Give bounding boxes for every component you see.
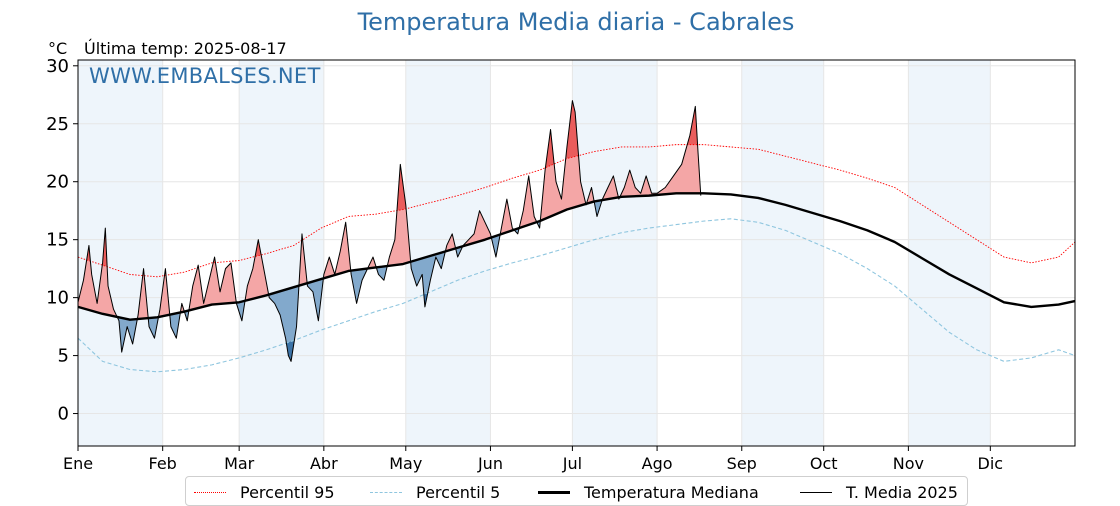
- y-tick-label: 10: [46, 288, 69, 309]
- series-line-percentil-5: [77, 218, 1076, 373]
- x-tick-label-mar: Mar: [224, 454, 255, 473]
- x-tick-label-jun: Jun: [477, 454, 503, 473]
- fill-above-median: [158, 268, 170, 318]
- fill-below-median: [376, 266, 387, 281]
- month-band-mar: [239, 60, 324, 446]
- fill-below-median: [594, 200, 602, 217]
- legend-item-percentil-95: Percentil 95: [194, 481, 335, 503]
- series-line-temperatura-mediana: [77, 192, 1076, 321]
- x-tick-label-ago: Ago: [642, 454, 673, 473]
- fill-above-median: [78, 228, 117, 317]
- fill-above-median: [137, 268, 148, 320]
- fill-below-median: [491, 234, 501, 258]
- y-tick-label: 30: [46, 56, 69, 77]
- plot-frame: [77, 59, 1076, 447]
- month-band-sep: [741, 60, 824, 446]
- fill-above-median: [245, 239, 269, 301]
- legend-swatch-p5: [370, 491, 402, 493]
- fill-above-median: [299, 233, 307, 286]
- legend-swatch-median: [538, 490, 570, 494]
- chart-legend: Percentil 95 Percentil 5 Temperatura Med…: [185, 476, 968, 506]
- series-line-t-media-2025: [77, 100, 702, 362]
- x-tick-label-abr: Abr: [310, 454, 338, 473]
- legend-label-p5: Percentil 5: [416, 482, 501, 502]
- legend-label-median: Temperatura Mediana: [584, 482, 759, 502]
- legend-label-current: T. Media 2025: [846, 482, 958, 502]
- fill-above-median: [620, 106, 701, 198]
- y-tick-label: 5: [58, 346, 69, 367]
- fill-below-median: [148, 317, 158, 339]
- fill-above-p95: [545, 129, 554, 168]
- x-tick-label-may: May: [389, 454, 422, 473]
- x-tick-label-dic: Dic: [978, 454, 1004, 473]
- y-axis-unit-label: °C: [48, 39, 68, 58]
- fill-above-median: [323, 222, 351, 279]
- month-band-jul: [572, 60, 658, 446]
- fill-above-median: [602, 175, 619, 201]
- fill-above-median: [519, 175, 537, 229]
- month-band-ene: [78, 60, 163, 446]
- x-tick-label-nov: Nov: [893, 454, 924, 473]
- series-lines: [77, 100, 1076, 373]
- fill-above-median: [500, 199, 514, 235]
- x-tick-label-oct: Oct: [810, 454, 838, 473]
- x-tick-label-jul: Jul: [562, 454, 582, 473]
- site-watermark: WWW.EMBALSES.NET: [89, 64, 321, 88]
- month-bands: [78, 60, 991, 446]
- y-tick-label: 15: [46, 230, 69, 251]
- x-axis-ticks: Ene Feb Mar Abr May Jun Jul Ago Sep Oct Nov Dic: [63, 446, 1003, 473]
- last-temperature-date: Última temp: 2025-08-17: [84, 39, 287, 58]
- x-tick-label-feb: Feb: [149, 454, 177, 473]
- legend-swatch-p95: [194, 491, 226, 493]
- fill-below-median: [411, 251, 445, 307]
- fill-below-median: [170, 312, 180, 339]
- fill-below-median: [117, 317, 137, 353]
- y-tick-label: 25: [46, 114, 69, 135]
- grid-lines: [77, 60, 1075, 446]
- legend-item-percentil-5: Percentil 5: [370, 481, 500, 503]
- y-axis-ticks: 0 5 10 15 20 25 30: [46, 56, 78, 425]
- fill-above-median: [463, 210, 492, 247]
- y-tick-label: 0: [58, 404, 69, 425]
- month-band-may: [405, 60, 491, 446]
- fill-above-median: [189, 257, 236, 311]
- series-line-percentil-95: [77, 144, 1076, 278]
- legend-item-media-2025: T. Media 2025: [800, 481, 958, 503]
- legend-swatch-current: [800, 491, 832, 493]
- fill-above-p95: [86, 245, 91, 262]
- fill-above-median: [387, 164, 411, 267]
- x-tick-label-sep: Sep: [727, 454, 757, 473]
- fill-above-median: [180, 303, 184, 313]
- y-tick-label: 20: [46, 172, 69, 193]
- fill-above-p95: [255, 239, 262, 257]
- month-band-nov: [908, 60, 991, 446]
- chart-title: Temperatura Media diaria - Cabrales: [357, 8, 795, 36]
- legend-item-mediana: Temperatura Mediana: [538, 481, 759, 503]
- x-tick-label-ene: Ene: [63, 454, 93, 473]
- anomaly-fills: [78, 100, 701, 362]
- legend-label-p95: Percentil 95: [240, 482, 335, 502]
